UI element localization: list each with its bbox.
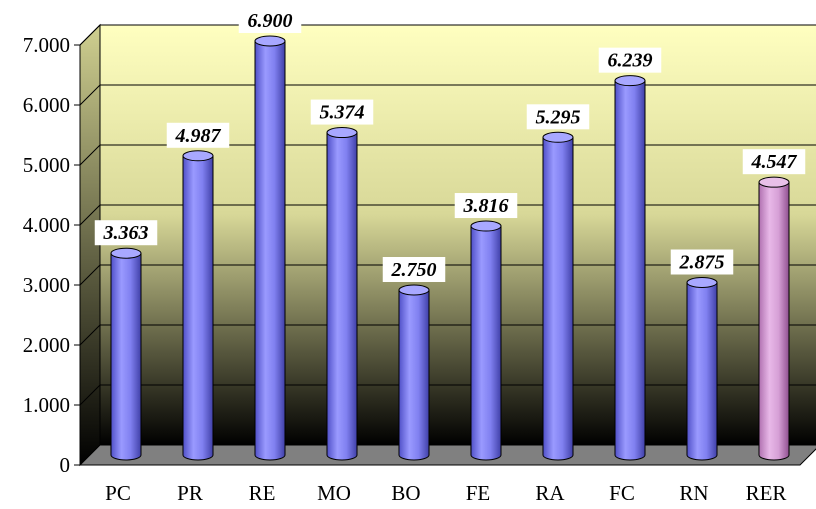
data-label-box xyxy=(670,249,734,275)
x-tick-label: RN xyxy=(679,481,708,505)
bar xyxy=(470,220,502,461)
bar-body xyxy=(254,40,286,461)
data-label: 2.875 xyxy=(679,252,725,274)
bar-body xyxy=(758,181,790,461)
bar-top xyxy=(254,35,286,47)
bar-top xyxy=(542,131,574,143)
gridline xyxy=(79,204,816,226)
gridline xyxy=(79,264,816,286)
x-tick-label: RER xyxy=(746,481,787,505)
data-label: 4.547 xyxy=(751,151,798,173)
data-label-box xyxy=(382,257,446,282)
bar-top xyxy=(614,75,646,87)
bar-body xyxy=(470,225,502,461)
bar-top xyxy=(470,220,502,232)
x-tick-label: PR xyxy=(177,481,203,505)
bar-body xyxy=(182,155,214,461)
y-tick-label: 5.000 xyxy=(23,153,70,177)
x-tick-label: RA xyxy=(535,481,565,505)
data-label-box xyxy=(454,193,518,219)
bar-top xyxy=(398,284,430,296)
gridline xyxy=(79,384,816,406)
bar-top xyxy=(182,150,214,162)
data-label: 5.295 xyxy=(536,106,581,128)
y-tick-label: 7.000 xyxy=(23,33,70,57)
bar xyxy=(542,131,574,461)
bar xyxy=(398,284,430,461)
bar-body xyxy=(614,80,646,461)
bar-top xyxy=(326,127,358,139)
data-label-box xyxy=(94,220,158,246)
bar xyxy=(182,150,214,461)
data-label-box xyxy=(310,99,374,125)
gridline xyxy=(79,324,816,346)
bar-body xyxy=(398,289,430,461)
data-label: 6.900 xyxy=(248,10,293,32)
x-tick-label: MO xyxy=(317,481,351,505)
bar xyxy=(686,277,718,461)
bar-top xyxy=(758,176,790,188)
bar-top xyxy=(686,277,718,288)
data-label: 6.239 xyxy=(608,50,653,72)
data-label-box xyxy=(166,122,230,148)
y-tick-label: 1.000 xyxy=(23,393,70,417)
bar-body xyxy=(326,132,358,461)
bar xyxy=(758,176,790,461)
data-label: 3.363 xyxy=(103,222,149,244)
data-label-box xyxy=(598,47,662,73)
x-tick-label: BO xyxy=(391,481,420,505)
x-tick-label: FC xyxy=(609,481,635,505)
data-label-box xyxy=(238,8,302,33)
data-label: 3.816 xyxy=(463,195,509,217)
x-tick-label: RE xyxy=(249,481,276,505)
y-tick-label: 0 xyxy=(60,453,71,477)
gridline xyxy=(79,24,816,46)
data-label-box xyxy=(742,149,806,175)
y-tick-label: 3.000 xyxy=(23,273,70,297)
bar xyxy=(254,35,286,461)
bar-body xyxy=(686,282,718,461)
bar xyxy=(326,127,358,461)
gridline xyxy=(79,144,816,166)
bar xyxy=(614,75,646,461)
bar xyxy=(110,247,142,461)
data-label: 5.374 xyxy=(320,102,365,124)
data-label: 4.987 xyxy=(175,125,222,147)
gridline xyxy=(79,84,816,106)
bar-body xyxy=(542,136,574,461)
x-tick-label: PC xyxy=(105,481,131,505)
y-tick-label: 2.000 xyxy=(23,333,70,357)
y-tick-label: 6.000 xyxy=(23,93,70,117)
bar-body xyxy=(110,252,142,461)
plot-area: 0 1.000 2.000 3.000 4.000 5.000 6.000 7.000 3.36… xyxy=(23,8,816,505)
data-label-box xyxy=(526,104,590,130)
bar-top xyxy=(110,247,142,259)
data-label: 2.750 xyxy=(391,259,437,281)
y-tick-label: 4.000 xyxy=(23,213,70,237)
x-tick-label: FE xyxy=(466,481,491,505)
